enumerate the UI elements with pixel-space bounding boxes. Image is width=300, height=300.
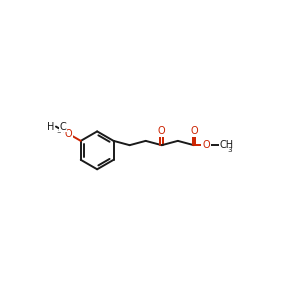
Text: O: O [202,140,210,150]
Text: CH: CH [219,140,233,150]
Text: O: O [158,126,166,136]
Text: 3: 3 [227,148,232,154]
Text: 3: 3 [57,128,61,134]
Text: O: O [64,129,72,139]
Text: O: O [190,126,198,136]
Text: C: C [59,122,66,132]
Text: H: H [47,122,55,132]
